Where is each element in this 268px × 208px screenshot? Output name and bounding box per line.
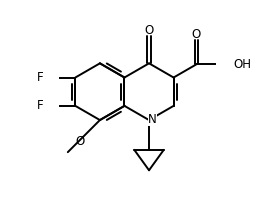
Text: F: F — [37, 99, 44, 112]
Text: O: O — [192, 28, 201, 41]
Text: O: O — [75, 135, 84, 148]
Text: OH: OH — [233, 58, 251, 71]
Text: F: F — [37, 71, 44, 84]
Text: N: N — [148, 113, 157, 126]
Text: O: O — [144, 24, 154, 37]
